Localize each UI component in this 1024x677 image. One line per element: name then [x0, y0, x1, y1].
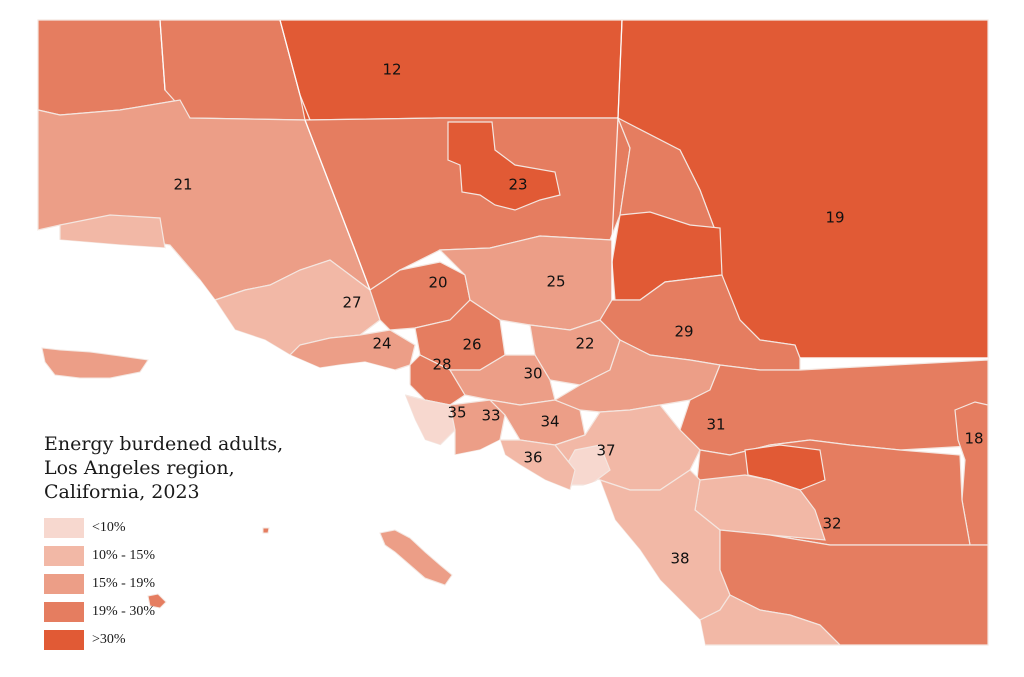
label-28: 28 [432, 356, 451, 374]
legend-label-15-19: 15% - 19% [92, 576, 155, 591]
label-23: 23 [508, 176, 527, 194]
boundary-layer [159, 19, 988, 359]
legend-swatch-15-19 [44, 574, 84, 594]
label-32: 32 [822, 515, 841, 533]
region-28 [409, 354, 466, 406]
boundary-line-e [159, 19, 166, 91]
island-layer [41, 347, 453, 609]
label-29: 29 [674, 323, 693, 341]
label-19: 19 [825, 209, 844, 227]
legend-label-10-15: 10% - 15% [92, 548, 155, 563]
island-san-clemente [147, 593, 167, 609]
region-south-tip [699, 594, 842, 646]
legend-item-10-15: 10% - 15% [44, 542, 344, 570]
label-31: 31 [706, 416, 725, 434]
island-catalina-top [379, 529, 453, 586]
label-35: 35 [447, 404, 466, 422]
map-title-line-3: California, 2023 [44, 481, 200, 503]
label-26: 26 [462, 336, 481, 354]
ocean-layer [38, 230, 705, 677]
island-santa-cruz-top [41, 347, 149, 379]
legend-swatch-19-30 [44, 602, 84, 622]
region-west-upper [37, 19, 182, 116]
region-24 [288, 329, 416, 371]
legend-item-19-30: 19% - 30% [44, 598, 344, 626]
label-22: 22 [575, 335, 594, 353]
map-title: Energy burdened adults, Los Angeles regi… [44, 432, 344, 504]
label-33: 33 [481, 407, 500, 425]
label-36: 36 [523, 449, 542, 467]
label-21: 21 [173, 176, 192, 194]
legend-swatch-gt30 [44, 630, 84, 650]
label-24: 24 [372, 335, 391, 353]
label-34: 34 [540, 413, 559, 431]
legend-swatch-lt10 [44, 518, 84, 538]
label-12: 12 [382, 61, 401, 79]
legend: Energy burdened adults, Los Angeles regi… [44, 432, 344, 654]
label-25: 25 [546, 273, 565, 291]
ocean [38, 230, 705, 677]
region-12 [279, 19, 623, 121]
map-title-line-1: Energy burdened adults, [44, 433, 284, 455]
label-20: 20 [428, 274, 447, 292]
legend-swatch-10-15 [44, 546, 84, 566]
legend-label-lt10: <10% [92, 520, 126, 535]
region-31 [679, 359, 989, 456]
boundary-line-b [611, 117, 619, 300]
label-37: 37 [596, 442, 615, 460]
boundary-line-d [279, 19, 311, 121]
boundary-line-c [617, 19, 623, 119]
label-27: 27 [342, 294, 361, 312]
legend-item-15-19: 15% - 19% [44, 570, 344, 598]
legend-label-19-30: 19% - 30% [92, 604, 155, 619]
legend-item-gt30: >30% [44, 626, 344, 654]
legend-item-lt10: <10% [44, 514, 344, 542]
land-layer [37, 19, 989, 646]
map-title-line-2: Los Angeles region, [44, 457, 235, 479]
region-23 [447, 121, 561, 211]
label-38: 38 [670, 550, 689, 568]
labels-layer: 12 19 21 23 20 25 27 24 26 22 29 28 30 3… [173, 61, 983, 568]
label-30: 30 [523, 365, 542, 383]
boundary-line-a [304, 119, 371, 291]
island-rock [262, 527, 270, 534]
label-18: 18 [964, 430, 983, 448]
legend-label-gt30: >30% [92, 632, 126, 647]
